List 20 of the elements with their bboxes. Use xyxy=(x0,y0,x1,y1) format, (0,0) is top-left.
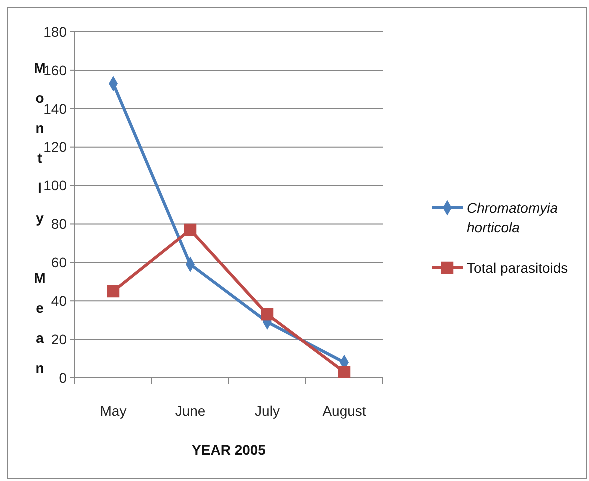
y-tick-label: 180 xyxy=(44,24,68,40)
y-tick-label: 80 xyxy=(51,216,68,232)
point xyxy=(338,366,351,378)
legend-label: Total parasitoids xyxy=(467,260,568,276)
y-tick-label: 120 xyxy=(44,139,68,156)
x-tick-label: May xyxy=(100,403,127,419)
x-tick-label: July xyxy=(255,403,280,419)
y-tick-label: 20 xyxy=(51,331,68,348)
y-tick-label: 40 xyxy=(51,293,68,310)
y-tick-label: 0 xyxy=(59,370,68,386)
y-tick-label: 160 xyxy=(44,62,68,78)
y-tick-label: 60 xyxy=(51,254,68,271)
x-tick-label: August xyxy=(322,403,366,419)
point xyxy=(184,224,197,236)
point xyxy=(261,308,274,321)
point xyxy=(107,285,120,298)
x-axis-title: YEAR 2005 xyxy=(192,442,266,458)
legend-label: Chromatomyia horticola xyxy=(467,200,558,236)
y-tick-label: 140 xyxy=(44,100,68,117)
x-tick-label: June xyxy=(175,403,206,419)
